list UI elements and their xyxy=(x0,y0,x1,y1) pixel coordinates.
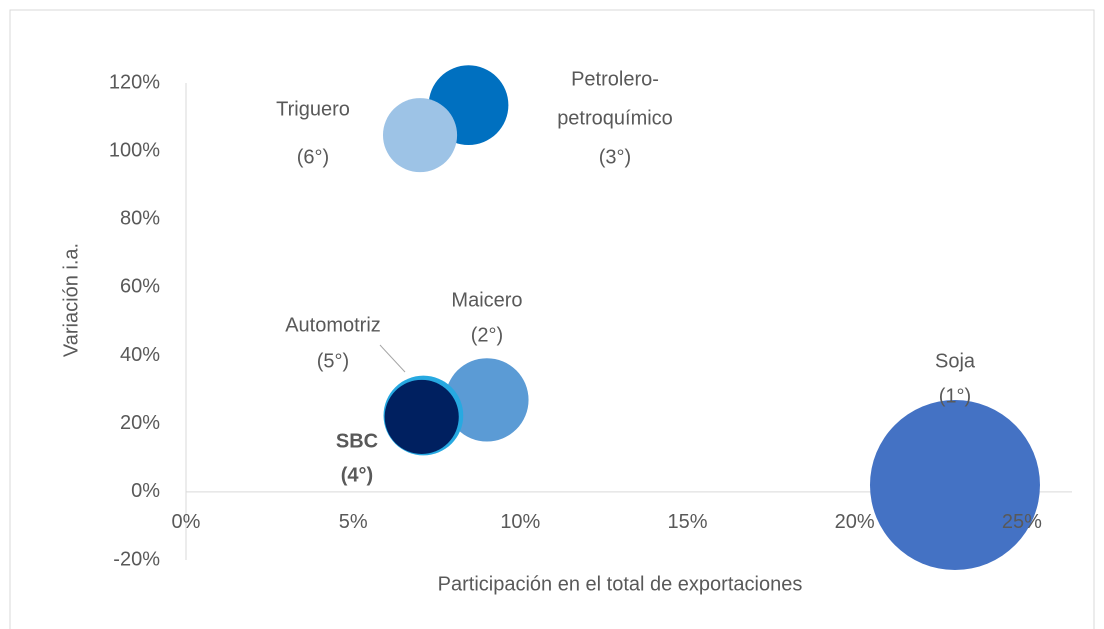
x-tick-label: 15% xyxy=(667,511,707,533)
bubble-label: (1°) xyxy=(939,385,971,407)
bubble-label: Triguero xyxy=(276,98,350,120)
bubble-label: petroquímico xyxy=(557,107,673,129)
x-tick-label: 10% xyxy=(500,511,540,533)
bubble-label: (2°) xyxy=(471,324,503,346)
bubble-label: Soja xyxy=(935,350,976,372)
x-tick-label: 5% xyxy=(339,511,368,533)
x-tick-label: 20% xyxy=(835,511,875,533)
y-axis-title: Variación i.a. xyxy=(60,243,82,357)
bubble-label: Petrolero- xyxy=(571,68,659,90)
x-axis-title: Participación en el total de exportacion… xyxy=(438,573,803,595)
bubble xyxy=(869,400,1040,571)
bubble-label: Automotriz xyxy=(285,314,381,336)
bubble xyxy=(445,358,529,442)
y-tick-label: 40% xyxy=(120,344,160,366)
x-tick-label: 0% xyxy=(172,511,201,533)
x-tick-label: 25% xyxy=(1002,511,1042,533)
bubble-label: SBC xyxy=(336,430,378,452)
y-tick-label: 20% xyxy=(120,412,160,434)
bubble-label: (6°) xyxy=(297,146,329,168)
bubble-label: Maicero xyxy=(451,289,522,311)
bubble-label: (4°) xyxy=(341,464,373,486)
y-tick-label: -20% xyxy=(113,548,160,570)
y-tick-label: 120% xyxy=(109,71,160,93)
bubble-label: (3°) xyxy=(599,146,631,168)
leader-line xyxy=(379,344,406,373)
bubble xyxy=(382,98,458,173)
chart-frame xyxy=(9,9,1095,629)
bubble xyxy=(384,379,459,454)
bubble-label: (5°) xyxy=(317,350,349,372)
y-tick-label: 100% xyxy=(109,139,160,161)
y-tick-label: 80% xyxy=(120,208,160,230)
y-tick-label: 0% xyxy=(131,480,160,502)
y-tick-label: 60% xyxy=(120,276,160,298)
